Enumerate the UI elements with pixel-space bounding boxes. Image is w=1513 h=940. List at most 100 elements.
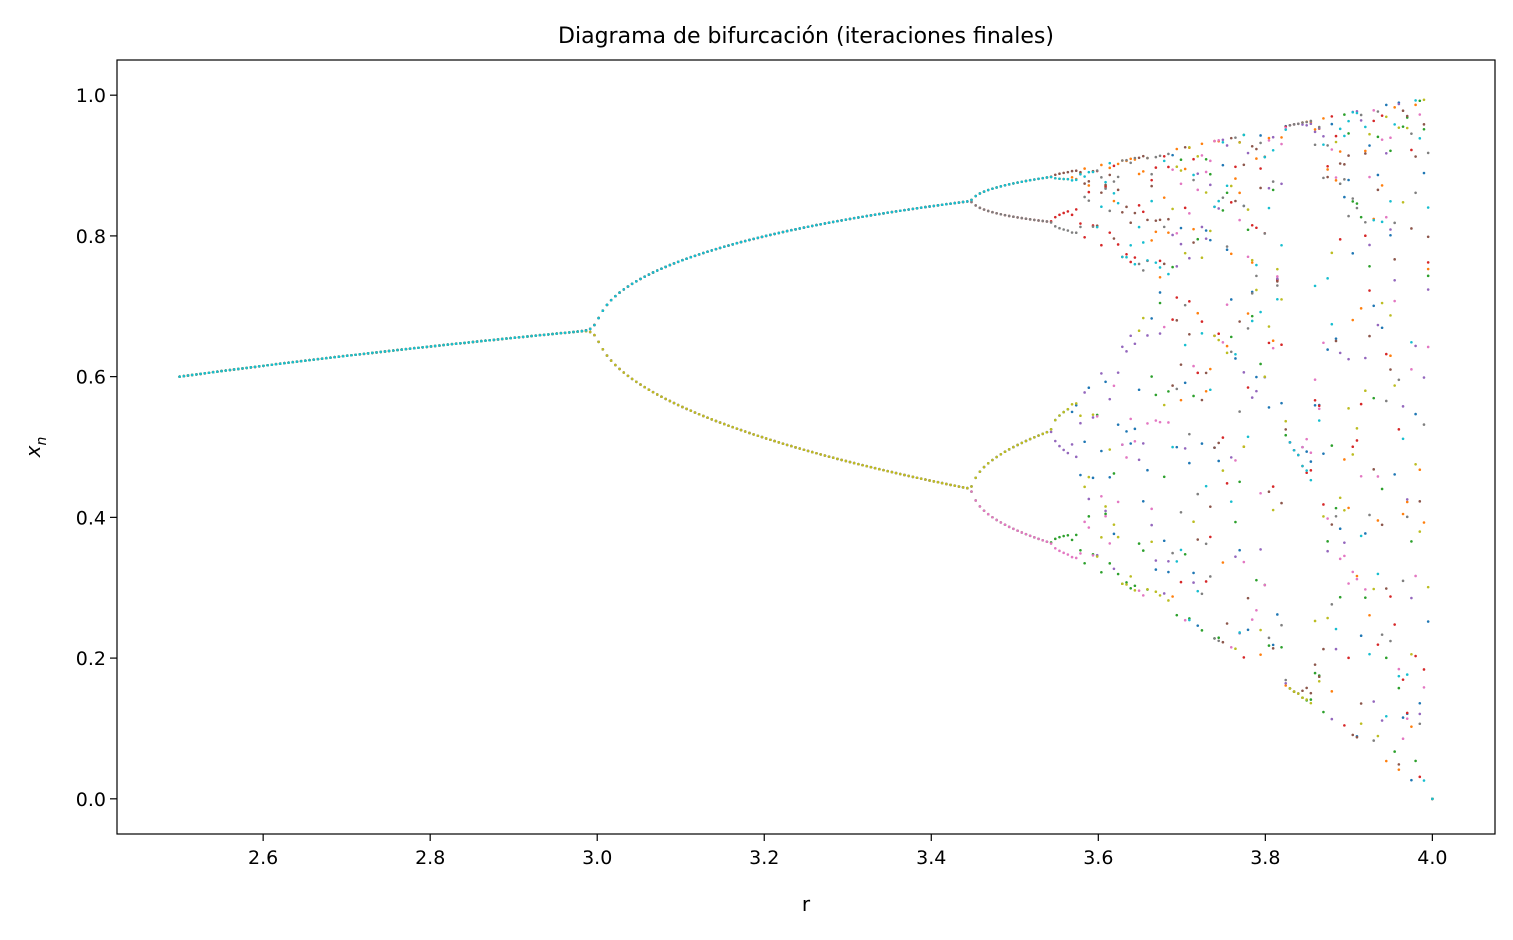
data-point [408,347,412,350]
data-point [1167,165,1170,169]
data-point [1347,132,1350,135]
data-point [1087,475,1091,479]
data-point [601,347,605,351]
data-point [1401,200,1405,204]
y-axis-ticks: 0.0 0.2 0.4 0.6 0.8 1.0 [76,85,117,811]
data-point [1267,139,1271,142]
data-point [1364,356,1367,360]
data-point [1368,289,1371,292]
data-point [1280,401,1283,405]
data-point [563,331,567,335]
data-point [764,234,768,238]
data-point [1213,139,1216,143]
data-point [438,344,441,347]
data-point [1175,387,1179,391]
data-point [295,360,299,363]
data-point [1200,225,1204,229]
data-point [1347,178,1350,182]
data-point [1183,552,1187,556]
data-point [982,509,986,512]
data-point [1171,233,1174,237]
data-point [986,209,990,213]
data-point [1074,178,1078,182]
data-point [1020,216,1024,220]
data-point [1204,229,1208,232]
data-point [1359,113,1363,117]
data-point [1116,572,1120,576]
data-point [1116,201,1120,205]
data-point [1326,616,1329,620]
data-point [1250,144,1254,148]
data-point [878,212,881,216]
data-point [1271,148,1275,152]
data-point [1389,228,1392,231]
data-point [1066,229,1070,232]
data-point [1200,442,1204,445]
data-point [1183,167,1187,171]
data-point [773,232,776,236]
data-point [907,474,910,478]
data-point [404,347,408,351]
data-point [1116,162,1120,166]
data-point [727,424,730,427]
data-point [1313,398,1317,402]
data-point [1326,348,1329,351]
data-point [1305,471,1308,475]
data-point [463,341,466,345]
data-point [1330,603,1334,606]
data-point [1338,351,1342,355]
data-point [1062,211,1065,215]
data-point [1401,579,1405,583]
y-tick-label: 0.6 [76,367,106,389]
data-point [1141,549,1145,552]
data-point [882,212,885,215]
data-point [1364,234,1367,238]
data-point [1338,182,1342,186]
data-point [1405,126,1409,130]
data-point [702,414,705,418]
data-point [1225,622,1229,625]
data-point [1188,432,1191,436]
data-point [1334,647,1338,651]
data-point [743,430,747,433]
data-point [1364,389,1367,393]
data-point [693,411,697,414]
data-point [1242,204,1246,208]
data-point [1351,318,1355,322]
data-point [1368,513,1371,517]
data-point [1112,567,1116,571]
data-point [739,240,743,244]
data-point [861,463,864,467]
data-point [1070,443,1074,446]
data-point [1280,298,1283,301]
data-point [1137,589,1141,592]
data-point [1100,205,1103,208]
data-point [664,397,667,401]
data-point [1074,402,1078,405]
data-point [1079,548,1082,552]
data-point [316,357,320,361]
data-point [1271,647,1275,650]
data-point [1334,134,1338,138]
data-point [1418,722,1422,726]
data-point [1229,252,1233,256]
data-point [894,471,898,475]
data-point [1418,468,1422,471]
data-point [1276,267,1279,271]
data-point [869,214,873,217]
data-point [1192,520,1195,524]
data-point [907,208,910,211]
data-point [1414,654,1417,658]
data-point [1284,433,1288,437]
data-point [1322,176,1325,180]
data-point [903,473,906,477]
data-point [1041,219,1045,223]
data-point [986,462,990,465]
data-point [1108,562,1112,565]
data-point [991,210,994,214]
data-point [1414,99,1417,102]
data-point [1259,548,1262,551]
data-point [1104,509,1107,513]
data-point [1309,122,1313,126]
data-point [1167,599,1170,602]
